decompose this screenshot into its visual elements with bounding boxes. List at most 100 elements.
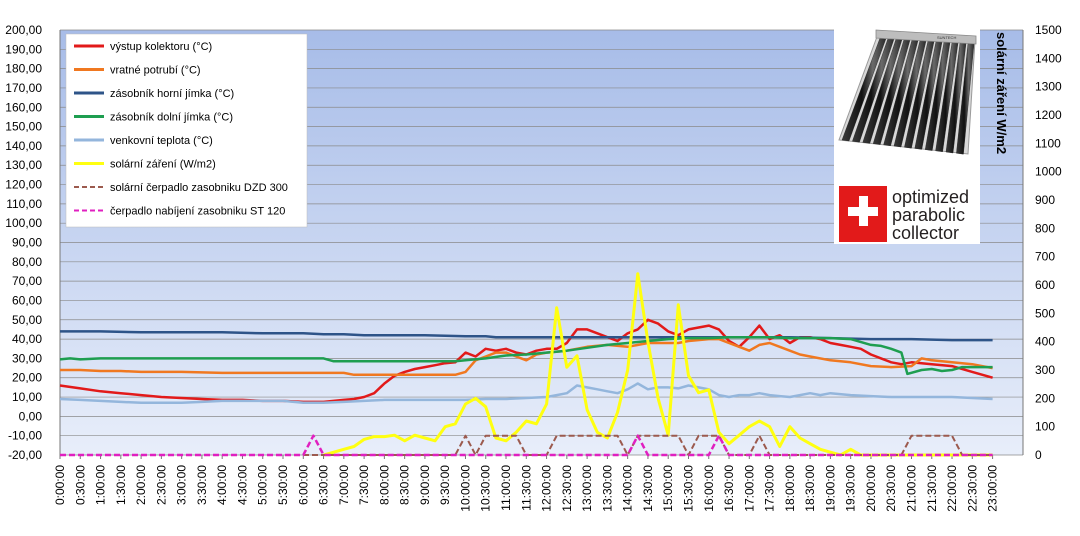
y2-tick-label: 700 [1035,250,1055,264]
x-tick-label: 18:30:00 [803,465,817,512]
y2-tick-label: 900 [1035,193,1055,207]
series-line-4 [59,335,993,376]
product-badge: SUNTECH optimized parabolic collector [834,28,980,244]
x-tick-label: 1:30:00 [114,465,128,505]
x-tick-label: 7:30:00 [357,465,371,505]
y2-tick-label: 1500 [1035,23,1062,37]
panel-label: SUNTECH [937,35,956,40]
y-tick-label: 140,00 [5,139,42,153]
x-tick-label: 2:00:00 [134,465,148,505]
x-tick-label: 9:30:00 [438,465,452,505]
legend-box [65,33,308,228]
y-tick-label: 0,00 [19,409,43,423]
y2-tick-label: 0 [1035,448,1042,462]
x-tick-label: 15:00:00 [661,465,675,512]
y2-tick-label: 1300 [1035,80,1062,94]
collector-tubes [841,37,975,155]
y-tick-label: 170,00 [5,81,42,95]
y2-tick-label: 1200 [1035,108,1062,122]
x-tick-label: 3:30:00 [195,465,209,505]
x-tick-label: 15:30:00 [681,465,695,512]
legend-label-8: čerpadlo nabíjení zasobniku ST 120 [110,206,285,218]
x-tick-label: 20:00:00 [864,465,878,512]
x-tick-label: 10:00:00 [458,465,472,512]
series-line-6 [323,272,993,457]
x-tick-label: 19:00:00 [823,465,837,512]
y-tick-label: 90,00 [12,236,42,250]
y-tick-label: 70,00 [12,274,42,288]
y-tick-label: 30,00 [12,351,42,365]
y2-tick-label: 1100 [1035,136,1061,150]
x-tick-label: 21:30:00 [925,465,939,512]
x-tick-label: 5:00:00 [256,465,270,505]
legend-items: výstup kolektoru (°C) vratné potrubí (°C)… [74,41,288,218]
x-tick-label: 18:00:00 [783,465,797,512]
x-tick-label: 10:30:00 [479,465,493,512]
legend: výstup kolektoru (°C) vratné potrubí (°C)… [65,33,308,228]
x-tick-label: 6:00:00 [296,465,310,505]
x-tick-label: 7:00:00 [337,465,351,505]
x-tick-label: 16:30:00 [722,465,736,512]
y-tick-label: 60,00 [12,293,42,307]
x-tick-label: 0:30:00 [73,465,87,505]
x-tick-label: 13:30:00 [600,465,614,512]
series-line-8 [60,434,993,457]
badge-line-2: parabolic [892,205,965,225]
y-tick-label: 50,00 [12,313,42,327]
y-tick-label: -20,00 [8,448,42,462]
legend-label-6: solární záření (W/m2) [110,159,216,171]
y2-tick-label: 1400 [1035,51,1062,65]
y2-tick-label: 1000 [1035,165,1062,179]
x-tick-label: 1:00:00 [94,465,108,505]
y-tick-label: 130,00 [5,158,42,172]
x-tick-label: 23:00:00 [986,465,1000,512]
solar-collector-image: SUNTECH [838,29,977,155]
legend-label-4: zásobník dolní jímka (°C) [110,112,233,124]
x-tick-label: 17:00:00 [742,465,756,512]
x-tick-label: 20:30:00 [884,465,898,512]
y2-axis-ticks: 0 100 200 300 400 500 600 700 800 900 1000 1100 1200… [1035,23,1062,462]
y2-tick-label: 100 [1035,420,1055,434]
badge-line-3: collector [892,223,959,243]
x-tick-label: 6:30:00 [317,465,331,505]
x-tick-label: 11:30:00 [519,465,533,511]
y-tick-label: 40,00 [12,332,42,346]
x-tick-label: 4:30:00 [235,465,249,505]
x-tick-label: 4:00:00 [215,465,229,505]
x-tick-label: 2:30:00 [154,465,168,505]
x-axis-ticks: 0:00:00 0:30:00 1:00:00 1:30:00 2:00:00 2:30:… [53,455,1000,512]
y-tick-label: 100,00 [5,216,42,230]
y-tick-label: 160,00 [5,100,42,114]
y-tick-label: 10,00 [12,390,42,404]
y2-axis-title: solární záření W/m2 [994,32,1009,154]
x-tick-label: 11:00:00 [499,465,513,511]
legend-label-5: venkovní teplota (°C) [110,135,213,147]
y-tick-label: 180,00 [5,62,42,76]
y2-tick-label: 600 [1035,278,1055,292]
x-tick-label: 14:30:00 [641,465,655,512]
x-tick-label: 3:00:00 [175,465,189,505]
y-tick-label: 200,00 [5,23,42,37]
y-tick-label: -10,00 [8,429,42,443]
swiss-cross-icon [848,196,878,226]
legend-label-1: výstup kolektoru (°C) [110,41,212,53]
x-tick-label: 12:00:00 [540,465,554,512]
x-tick-label: 8:00:00 [377,465,391,505]
y2-tick-label: 300 [1035,363,1055,377]
x-tick-label: 19:30:00 [844,465,858,512]
x-tick-label: 5:30:00 [276,465,290,505]
x-tick-label: 21:00:00 [904,465,918,512]
legend-label-7: solární čerpadlo zasobniku DZD 300 [110,182,288,194]
x-tick-label: 0:00:00 [53,465,67,505]
y2-tick-label: 200 [1035,391,1055,405]
y-tick-label: 110,00 [6,197,42,211]
x-tick-label: 9:00:00 [418,465,432,505]
y-tick-label: 150,00 [5,120,42,134]
badge-line-1: optimized [892,187,969,207]
y-tick-label: 190,00 [5,42,42,56]
legend-label-2: vratné potrubí (°C) [110,65,201,77]
y-tick-label: 80,00 [12,255,42,269]
series-line-2 [60,337,993,377]
x-tick-label: 13:00:00 [580,465,594,512]
y-axis-ticks: -20,00 -10,00 0,00 10,00 20,00 30,00 40,00 50,0… [5,23,42,462]
